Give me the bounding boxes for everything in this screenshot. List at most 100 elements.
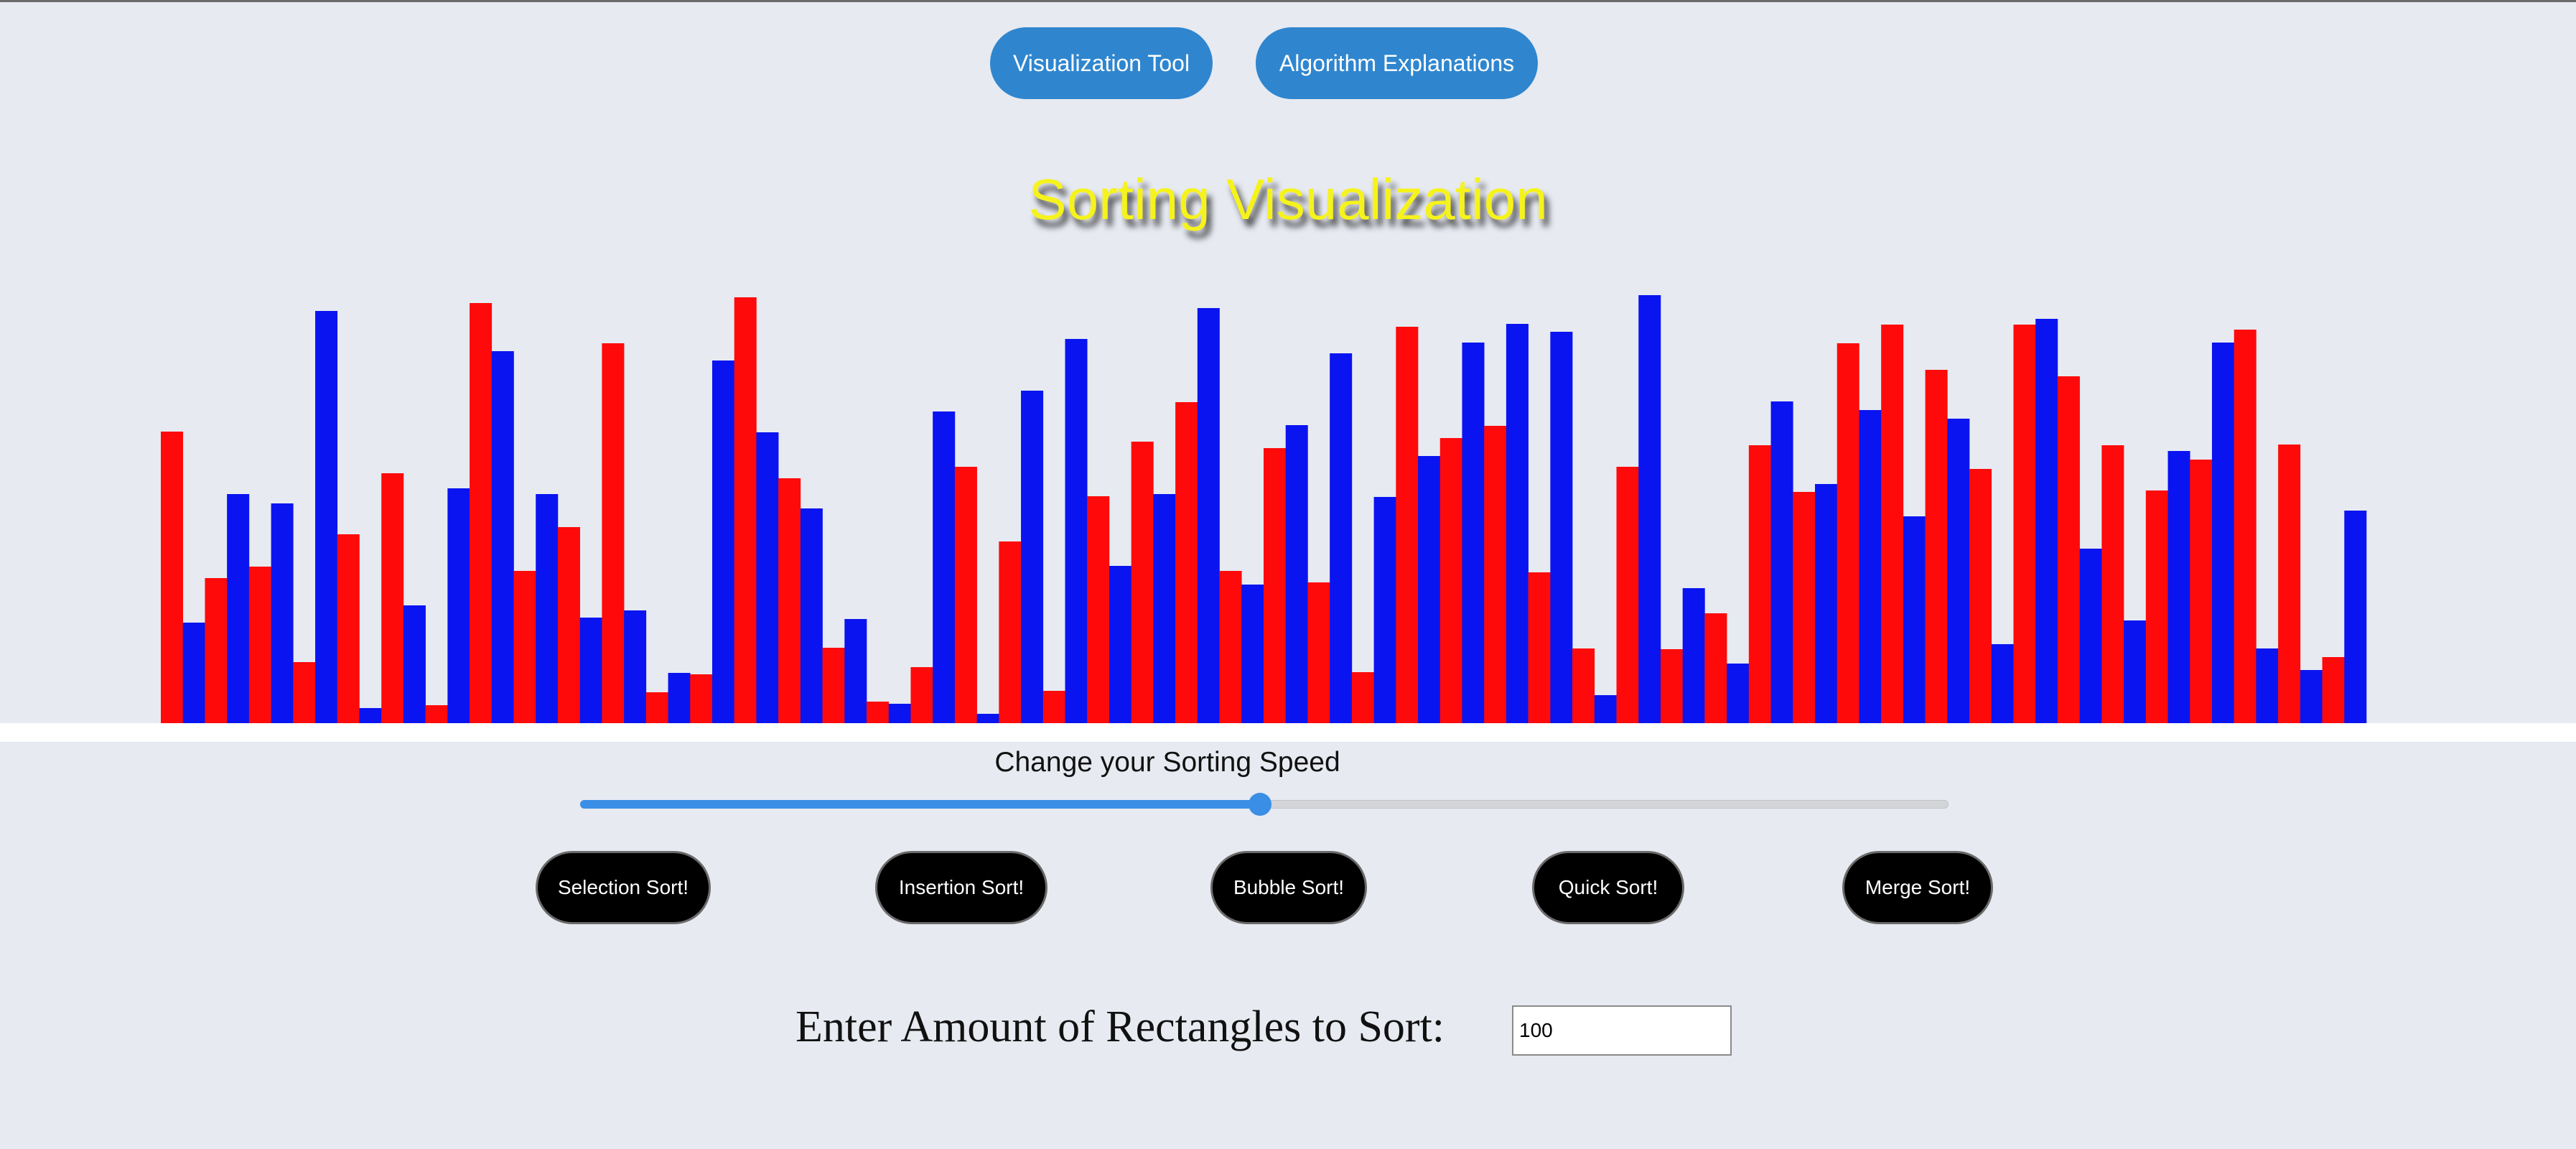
sort-bar	[2013, 325, 2036, 723]
sort-bar	[2167, 451, 2190, 723]
sort-bar	[1815, 484, 1838, 723]
sort-bar	[1528, 572, 1551, 723]
sort-bar	[1042, 691, 1065, 723]
sort-bar	[1241, 585, 1264, 723]
sort-bar	[2145, 490, 2168, 723]
sort-bar	[2278, 445, 2301, 723]
sort-bar	[1881, 325, 1904, 723]
sort-bar	[1837, 343, 1859, 723]
sort-bar	[1704, 613, 1727, 723]
sort-bar	[1550, 332, 1573, 723]
sort-bar	[536, 494, 559, 723]
sort-bar	[1616, 467, 1639, 723]
sort-bar	[910, 667, 933, 723]
sort-bar	[1947, 419, 1970, 723]
sort-bar	[2256, 648, 2279, 723]
sort-bar	[403, 605, 426, 723]
sort-bar	[248, 567, 271, 723]
sort-bar	[227, 494, 250, 723]
sort-bar	[712, 360, 735, 723]
sort-bar	[1087, 496, 1110, 723]
sort-bar	[1351, 672, 1374, 723]
sort-bar	[470, 303, 493, 723]
sort-bar	[1991, 644, 2014, 723]
sort-bar	[1153, 494, 1176, 723]
sort-bar	[182, 623, 205, 723]
sort-bar	[1727, 664, 1750, 723]
window-top-border	[0, 0, 2576, 2]
sort-bar	[579, 618, 602, 723]
speed-slider[interactable]	[580, 790, 1949, 819]
sort-bar	[624, 610, 647, 723]
sort-bar	[1793, 492, 1816, 723]
sort-bar	[2322, 657, 2345, 723]
sort-bar	[293, 662, 316, 723]
top-nav: Visualization Tool Algorithm Explanation…	[0, 27, 2576, 99]
sort-bar	[2057, 376, 2080, 723]
amount-input[interactable]	[1512, 1005, 1732, 1056]
bubble-sort-button[interactable]: Bubble Sort!	[1210, 851, 1367, 924]
speed-slider-thumb[interactable]	[1249, 793, 1272, 816]
sort-bar	[557, 527, 580, 723]
sort-bar	[2190, 460, 2213, 723]
sort-bar	[381, 473, 404, 723]
sort-bar	[1594, 695, 1617, 723]
sort-bar	[800, 508, 823, 723]
page-title: Sorting Visualization	[1028, 167, 1548, 231]
sort-bar	[1307, 582, 1330, 723]
sort-bar	[778, 478, 801, 723]
sort-bar	[1065, 339, 1088, 723]
algorithm-explanations-button[interactable]: Algorithm Explanations	[1256, 27, 1538, 99]
insertion-sort-button[interactable]: Insertion Sort!	[875, 851, 1047, 924]
sort-bar	[1484, 426, 1507, 723]
sort-bar	[1925, 370, 1948, 723]
sort-bar	[1572, 648, 1595, 723]
sort-bar	[690, 674, 713, 723]
sort-bar	[976, 714, 999, 723]
sort-bar	[1969, 469, 1992, 723]
amount-label: Enter Amount of Rectangles to Sort:	[795, 1003, 1445, 1051]
sort-bar	[822, 648, 845, 723]
sort-bar	[447, 488, 470, 723]
sort-bar	[1660, 649, 1683, 723]
quick-sort-button[interactable]: Quick Sort!	[1532, 851, 1684, 924]
sort-bar	[513, 571, 536, 723]
sort-bar	[1462, 343, 1485, 723]
speed-label: Change your Sorting Speed	[994, 747, 1340, 778]
sort-bar	[2300, 670, 2323, 723]
sort-bar	[491, 351, 514, 723]
sort-bar	[1418, 456, 1441, 723]
sort-bar	[1396, 327, 1419, 723]
sort-bar	[1373, 497, 1396, 723]
sort-bar	[933, 411, 956, 723]
sort-bar	[602, 343, 625, 723]
sort-bar	[425, 705, 448, 723]
sort-bar	[2079, 549, 2102, 723]
sort-bar	[1903, 516, 1926, 723]
sort-bar	[1264, 448, 1287, 723]
sort-bar	[2344, 511, 2367, 723]
sort-bar	[1770, 401, 1793, 723]
sort-bar	[668, 673, 691, 723]
sort-bar	[1175, 402, 1198, 723]
sort-bar	[205, 578, 228, 723]
sort-bar	[1219, 571, 1242, 723]
sort-bar	[2101, 445, 2124, 723]
sort-bar	[645, 692, 668, 723]
visualization-tool-button[interactable]: Visualization Tool	[990, 27, 1213, 99]
sort-bar	[756, 432, 779, 723]
sort-bar	[734, 297, 757, 723]
sort-bar	[1197, 308, 1220, 723]
sort-bar	[1859, 410, 1882, 723]
sort-bar	[1021, 391, 1044, 723]
sort-bar	[315, 311, 338, 723]
sort-bar	[2211, 343, 2234, 723]
sort-bar	[1330, 353, 1353, 723]
selection-sort-button[interactable]: Selection Sort!	[536, 851, 711, 924]
sort-bar	[2234, 330, 2257, 723]
sort-bar	[844, 619, 867, 723]
sort-bar	[888, 704, 911, 723]
chart-baseline-divider	[0, 723, 2576, 742]
merge-sort-button[interactable]: Merge Sort!	[1842, 851, 1993, 924]
sort-bar	[2035, 319, 2058, 723]
